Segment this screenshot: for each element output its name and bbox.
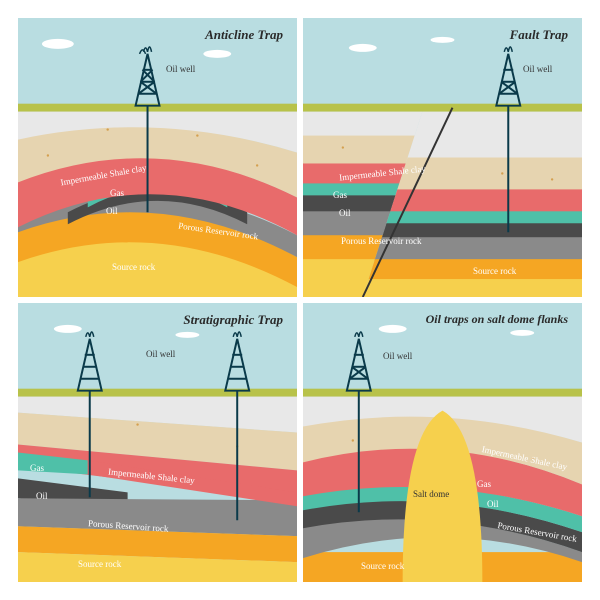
panel-title: Anticline Trap (205, 28, 283, 42)
layer-label: Oil well (383, 351, 412, 361)
layer-label: Source rock (78, 559, 121, 569)
layer-label: Oil (106, 206, 118, 216)
layer-label: Source rock (473, 266, 516, 276)
panel-anticline: Anticline Trap (18, 18, 297, 297)
panel-stratigraphic: Stratigraphic Trap (18, 303, 297, 582)
panel-title: Fault Trap (510, 28, 568, 42)
layer-label: Salt dome (413, 489, 449, 499)
layer-label: Gas (333, 190, 347, 200)
panel-fault: Fault Trap (303, 18, 582, 297)
layer-label: Oil (339, 208, 351, 218)
layer-label: Source rock (112, 262, 155, 272)
layer-label: Oil well (146, 349, 175, 359)
panel-salt-dome: Oil traps on salt dome flanks (303, 303, 582, 582)
panel-title: Oil traps on salt dome flanks (426, 313, 568, 326)
layer-label: Oil (36, 491, 48, 501)
layer-label: Source rock (361, 561, 404, 571)
layer-label: Oil (487, 499, 499, 509)
panel-title: Stratigraphic Trap (183, 313, 283, 327)
infographic-grid: Anticline Trap (0, 0, 600, 600)
saltdome-svg (303, 303, 582, 582)
layer-label: Gas (477, 479, 491, 489)
layer-label: Gas (30, 463, 44, 473)
layer-label: Oil well (523, 64, 552, 74)
layer-label: Porous Reservoir rock (341, 236, 422, 246)
anticline-svg (18, 18, 297, 297)
stratigraphic-svg (18, 303, 297, 582)
fault-svg (303, 18, 582, 297)
layer-label: Oil well (166, 64, 195, 74)
layer-label: Gas (110, 188, 124, 198)
